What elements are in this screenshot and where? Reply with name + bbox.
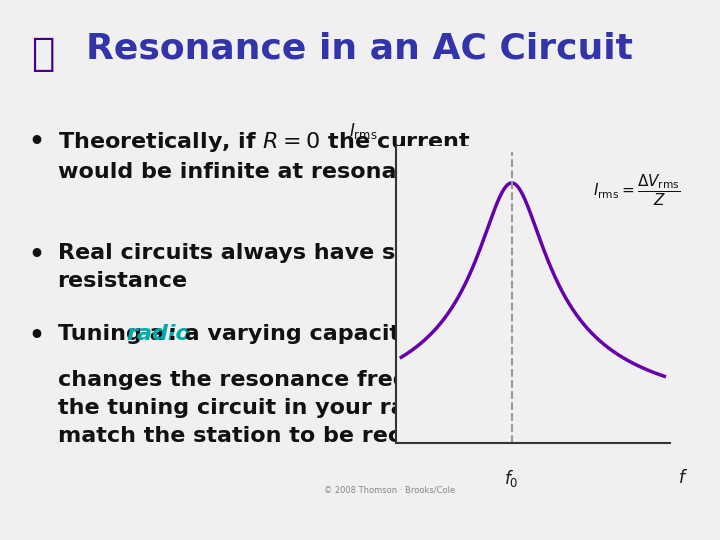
Text: $I_{\rm rms}$: $I_{\rm rms}$ — [349, 121, 377, 141]
Text: © 2008 Thomson · Brooks/Cole: © 2008 Thomson · Brooks/Cole — [324, 485, 455, 494]
Text: $f$: $f$ — [678, 469, 688, 488]
Text: $I_{\rm rms} = \dfrac{\Delta V_{\rm rms}}{Z}$: $I_{\rm rms} = \dfrac{\Delta V_{\rm rms}… — [593, 173, 680, 208]
Text: Tuning a: Tuning a — [58, 324, 172, 344]
Text: •: • — [29, 324, 45, 348]
Text: •: • — [29, 130, 45, 153]
Text: 🦎: 🦎 — [32, 35, 55, 73]
Text: Resonance in an AC Circuit: Resonance in an AC Circuit — [86, 32, 634, 65]
Text: radio: radio — [126, 324, 191, 344]
Text: $f_0$: $f_0$ — [504, 468, 518, 489]
Text: : a varying capacitor: : a varying capacitor — [168, 324, 426, 344]
Text: Real circuits always have some
resistance: Real circuits always have some resistanc… — [58, 243, 449, 291]
Text: •: • — [29, 243, 45, 267]
Text: Theoretically, if $R = 0$ the current
would be infinite at resonance: Theoretically, if $R = 0$ the current wo… — [58, 130, 471, 181]
Text: changes the resonance frequency of
the tuning circuit in your radio to
match the: changes the resonance frequency of the t… — [58, 370, 516, 446]
